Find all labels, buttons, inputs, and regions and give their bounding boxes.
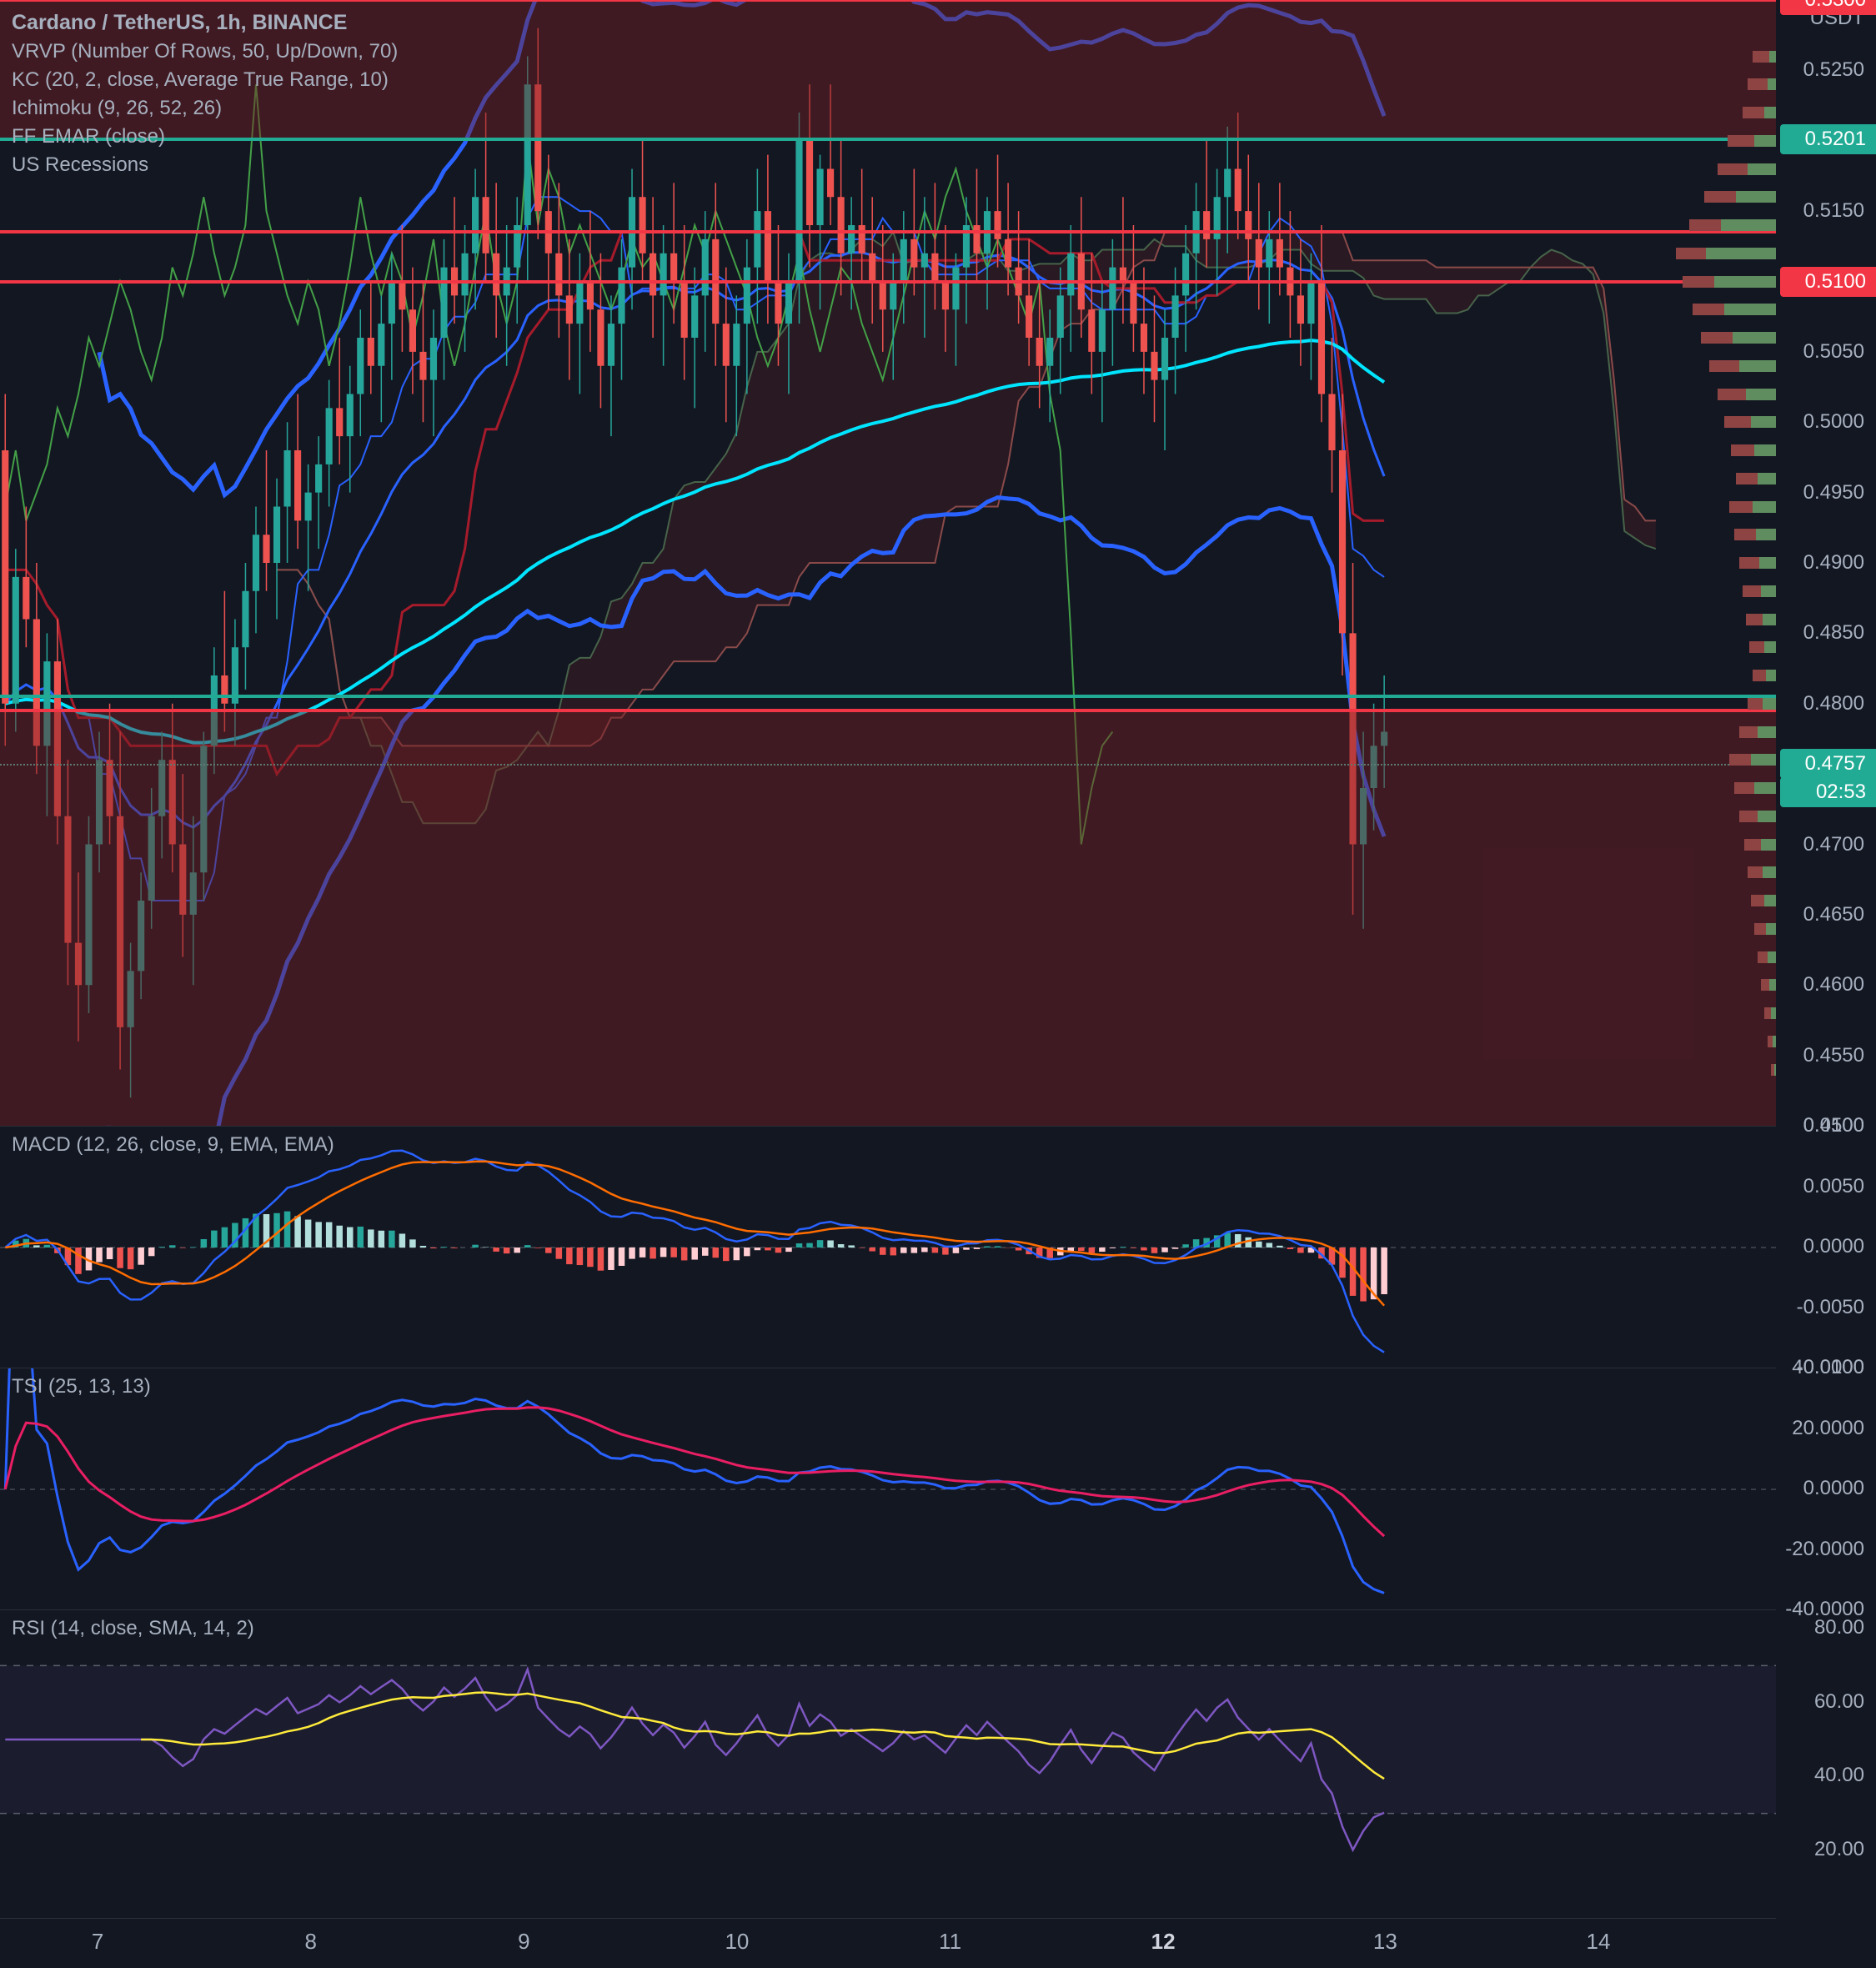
- tsi-label[interactable]: TSI (25, 13, 13): [12, 1375, 151, 1398]
- indicator-vrvp[interactable]: VRVP (Number Of Rows, 50, Up/Down, 70): [0, 38, 398, 66]
- macd-label[interactable]: MACD (12, 26, close, 9, EMA, EMA): [12, 1133, 334, 1157]
- indicator-recessions[interactable]: US Recessions: [0, 151, 398, 179]
- indicator-kc[interactable]: KC (20, 2, close, Average True Range, 10…: [0, 66, 398, 94]
- macd-panel[interactable]: MACD (12, 26, close, 9, EMA, EMA): [0, 1126, 1776, 1368]
- chart-container: Cardano / TetherUS, 1h, BINANCE VRVP (Nu…: [0, 0, 1876, 1968]
- tsi-panel[interactable]: TSI (25, 13, 13): [0, 1368, 1776, 1609]
- chart-legend: Cardano / TetherUS, 1h, BINANCE VRVP (Nu…: [0, 8, 398, 179]
- symbol-title[interactable]: Cardano / TetherUS, 1h, BINANCE: [0, 8, 398, 38]
- chart-area[interactable]: Cardano / TetherUS, 1h, BINANCE VRVP (Nu…: [0, 0, 1776, 1918]
- rsi-svg: [0, 1610, 1776, 1869]
- rsi-panel[interactable]: RSI (14, close, SMA, 14, 2): [0, 1609, 1776, 1868]
- indicator-ema[interactable]: FF EMAR (close): [0, 123, 398, 151]
- tsi-svg: [0, 1368, 1776, 1610]
- volume-profile: [1609, 0, 1776, 1126]
- indicator-ichimoku[interactable]: Ichimoku (9, 26, 52, 26): [0, 94, 398, 123]
- time-x-axis[interactable]: 7891011121314: [0, 1918, 1776, 1968]
- main-price-panel[interactable]: Cardano / TetherUS, 1h, BINANCE VRVP (Nu…: [0, 0, 1776, 1126]
- rsi-label[interactable]: RSI (14, close, SMA, 14, 2): [12, 1617, 254, 1640]
- macd-svg: [0, 1127, 1776, 1368]
